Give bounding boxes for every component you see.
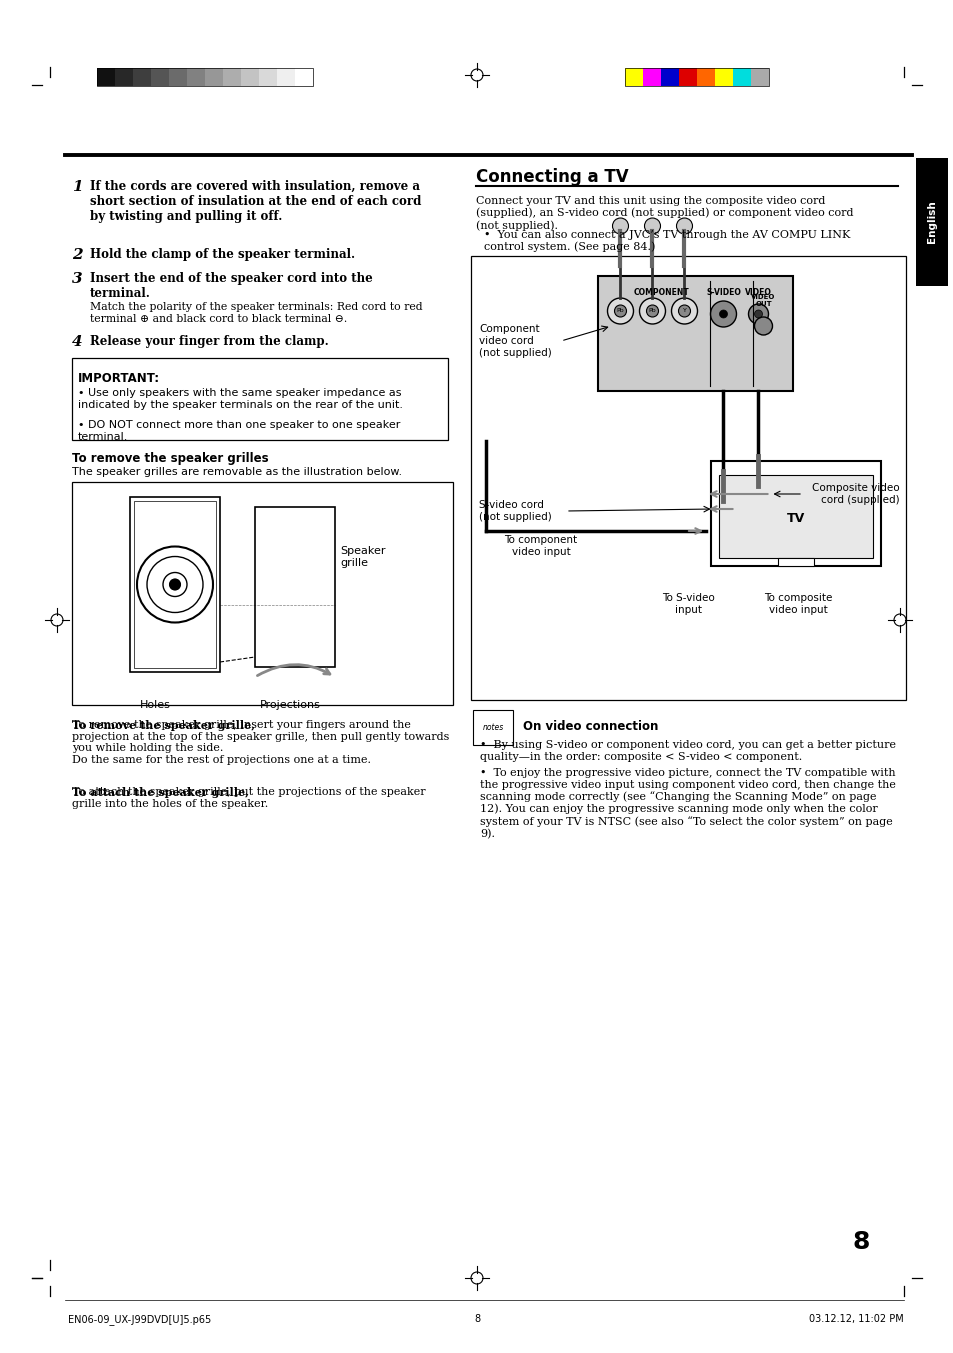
Bar [915, 158, 947, 285]
Bar [624, 68, 642, 87]
Bar [624, 68, 768, 87]
Bar [258, 68, 276, 87]
Bar [241, 68, 258, 87]
Text: TV: TV [786, 511, 804, 525]
Bar [294, 68, 313, 87]
Bar [642, 68, 660, 87]
Circle shape [676, 218, 692, 234]
Bar [205, 68, 223, 87]
Text: •  You can also connect a JVC’s TV through the AV COMPU LINK
control system. (Se: • You can also connect a JVC’s TV throug… [483, 230, 849, 252]
Text: Release your finger from the clamp.: Release your finger from the clamp. [90, 336, 329, 348]
Circle shape [678, 304, 690, 317]
Text: Connecting a TV: Connecting a TV [476, 168, 628, 185]
Text: If the cords are covered with insulation, remove a
short section of insulation a: If the cords are covered with insulation… [90, 180, 421, 223]
Bar [187, 68, 205, 87]
Bar [714, 68, 732, 87]
Bar [223, 68, 241, 87]
Circle shape [612, 218, 628, 234]
Bar [97, 68, 313, 87]
Circle shape [749, 484, 767, 503]
Text: To remove the speaker grilles: To remove the speaker grilles [71, 452, 269, 465]
Bar [130, 497, 220, 672]
Bar [151, 68, 169, 87]
Text: English: English [926, 200, 936, 244]
Text: S-VIDEO: S-VIDEO [705, 288, 740, 298]
Text: • Use only speakers with the same speaker impedance as
indicated by the speaker : • Use only speakers with the same speake… [78, 388, 402, 410]
Bar [71, 359, 448, 440]
Circle shape [639, 298, 665, 323]
Text: notes: notes [482, 723, 503, 732]
Text: Holes: Holes [140, 700, 171, 710]
Bar [598, 276, 793, 391]
Bar [71, 482, 453, 705]
Text: 1: 1 [71, 180, 83, 193]
Text: •  To enjoy the progressive video picture, connect the TV compatible with
the pr: • To enjoy the progressive video picture… [479, 769, 895, 839]
Circle shape [754, 310, 761, 318]
Text: VIDEO
OUT: VIDEO OUT [751, 294, 775, 307]
Text: Speaker
grille: Speaker grille [339, 547, 385, 568]
Text: EN06-09_UX-J99DVD[U]5.p65: EN06-09_UX-J99DVD[U]5.p65 [68, 1314, 211, 1325]
Text: To composite
video input: To composite video input [763, 593, 832, 614]
Text: 4: 4 [71, 336, 83, 349]
Bar [697, 68, 714, 87]
Text: Connect your TV and this unit using the composite video cord
(supplied), an S-vi: Connect your TV and this unit using the … [476, 196, 853, 230]
Text: Component
video cord
(not supplied): Component video cord (not supplied) [478, 325, 551, 357]
Bar [115, 68, 132, 87]
Text: 3: 3 [71, 272, 83, 285]
Circle shape [671, 298, 697, 323]
Text: To S-video
input: To S-video input [661, 593, 714, 614]
Text: To component
video input: To component video input [504, 536, 577, 557]
Text: Y: Y [681, 308, 686, 314]
Bar [710, 461, 880, 566]
Circle shape [614, 304, 626, 317]
Circle shape [748, 304, 768, 323]
Text: On video connection: On video connection [522, 720, 658, 733]
Circle shape [170, 579, 180, 590]
Bar [750, 68, 768, 87]
Circle shape [714, 501, 732, 518]
Bar [778, 557, 813, 566]
Circle shape [644, 218, 659, 234]
Circle shape [754, 317, 772, 336]
Text: 03.12.12, 11:02 PM: 03.12.12, 11:02 PM [808, 1314, 903, 1325]
Circle shape [719, 310, 727, 318]
Bar [132, 68, 151, 87]
Text: The speaker grilles are removable as the illustration below.: The speaker grilles are removable as the… [71, 467, 402, 478]
Text: To attach the speaker grille,: To attach the speaker grille, [71, 787, 249, 798]
Text: •  By using S-video or component video cord, you can get a better picture
qualit: • By using S-video or component video co… [479, 740, 895, 762]
Circle shape [710, 300, 736, 327]
Bar [254, 507, 335, 667]
Text: S-video cord
(not supplied): S-video cord (not supplied) [478, 501, 551, 522]
Text: Match the polarity of the speaker terminals: Red cord to red
terminal ⊕ and blac: Match the polarity of the speaker termin… [90, 302, 422, 323]
Circle shape [646, 304, 658, 317]
Text: 8: 8 [474, 1314, 479, 1325]
Bar [97, 68, 115, 87]
Text: IMPORTANT:: IMPORTANT: [78, 372, 160, 386]
Text: COMPONENT: COMPONENT [633, 288, 689, 298]
Text: Projections: Projections [260, 700, 320, 710]
Text: To remove the speaker grille, insert your fingers around the
projection at the t: To remove the speaker grille, insert you… [71, 720, 449, 764]
Bar [660, 68, 679, 87]
Text: Pb: Pb [616, 308, 623, 314]
Bar [473, 710, 513, 746]
Text: To attach the speaker grille, put the projections of the speaker
grille into the: To attach the speaker grille, put the pr… [71, 787, 425, 809]
Circle shape [607, 298, 633, 323]
Text: Insert the end of the speaker cord into the
terminal.: Insert the end of the speaker cord into … [90, 272, 373, 300]
Text: 8: 8 [852, 1230, 869, 1254]
Bar [169, 68, 187, 87]
Text: VIDEO: VIDEO [744, 288, 771, 298]
Text: To remove the speaker grille,: To remove the speaker grille, [71, 720, 254, 731]
Bar [133, 501, 215, 668]
Text: Pb: Pb [648, 308, 656, 314]
Text: 2: 2 [71, 248, 83, 262]
Text: Hold the clamp of the speaker terminal.: Hold the clamp of the speaker terminal. [90, 248, 355, 261]
Bar [276, 68, 294, 87]
Text: • DO NOT connect more than one speaker to one speaker
terminal.: • DO NOT connect more than one speaker t… [78, 419, 400, 441]
Text: Composite video
cord (supplied): Composite video cord (supplied) [812, 483, 899, 505]
Bar [679, 68, 697, 87]
Bar [732, 68, 750, 87]
Bar [471, 256, 905, 700]
Bar [719, 475, 872, 557]
